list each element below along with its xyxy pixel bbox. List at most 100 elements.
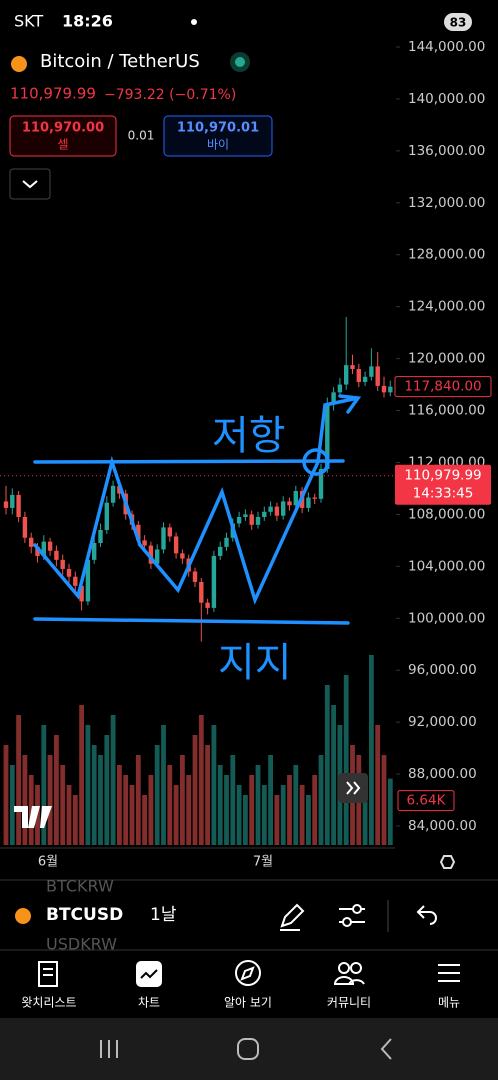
y-tick-label: 108,000.00 (408, 506, 485, 522)
candle-body (47, 541, 53, 551)
volume-bar (22, 755, 28, 845)
battery (444, 13, 472, 31)
nav-labels: 왓치리스트 차트 알아 보기 커뮤니티 메뉴 (21, 996, 460, 1010)
support-line (33, 617, 350, 625)
candle-body (344, 365, 349, 385)
volume-bar (198, 715, 204, 845)
breakout-circle (302, 448, 330, 476)
candle-body (98, 529, 103, 543)
y-tick-label: 132,000.00 (408, 195, 485, 211)
home-button[interactable] (237, 1038, 259, 1060)
next-symbol: USDKRW (46, 935, 117, 954)
volume-bar (123, 775, 129, 845)
candle-body (331, 392, 336, 405)
community-icon[interactable] (338, 962, 350, 974)
volume-bar (287, 775, 292, 845)
candle-body (54, 550, 59, 560)
btc-icon (15, 908, 31, 924)
collapse-button[interactable] (9, 168, 51, 200)
x-label: 7월 (253, 855, 273, 870)
carrier: SKT (14, 12, 43, 31)
back-button[interactable] (380, 1038, 392, 1060)
candle-body (274, 506, 280, 516)
volume-bar (167, 765, 173, 845)
toolbar-symbol[interactable]: BTCUSD (46, 905, 123, 925)
recent-apps[interactable] (100, 1040, 118, 1058)
sell-button[interactable] (9, 115, 117, 157)
volume-bar (110, 715, 116, 845)
volume-bar (381, 755, 387, 845)
candle-body (356, 368, 361, 382)
candle-body (142, 540, 147, 546)
volume-bar (205, 745, 210, 845)
volume-bar (85, 725, 91, 845)
draw-icon[interactable] (280, 903, 305, 931)
candle-body (337, 384, 343, 393)
volume-bar (312, 775, 318, 845)
volume-bar (217, 765, 223, 845)
candle-body (85, 559, 91, 602)
candle-body (381, 385, 387, 393)
menu-icon[interactable] (438, 964, 460, 982)
volume-bar (243, 795, 248, 845)
volume-bar (236, 785, 242, 845)
candle-body (167, 527, 172, 537)
candle-body (161, 527, 166, 550)
y-tick-label: 128,000.00 (408, 247, 485, 263)
buy-label: 바이 (207, 138, 229, 152)
symbol-title[interactable]: Bitcoin / TetherUS (40, 51, 200, 72)
system-nav (0, 1018, 498, 1080)
candle-body (41, 541, 46, 556)
community-icon (350, 962, 362, 974)
y-tick-label: 92,000.00 (408, 714, 477, 730)
volume-bar (154, 745, 160, 845)
volume-bar (98, 755, 103, 845)
candle-body (262, 511, 267, 517)
candle-body (224, 537, 229, 547)
community-body (333, 976, 365, 985)
volume-bar (180, 755, 185, 845)
zigzag (33, 394, 362, 605)
candle-body (29, 537, 34, 547)
candle-body (148, 545, 154, 564)
y-tick-label: 84,000.00 (408, 818, 477, 834)
candle-body (318, 468, 324, 499)
candle-body (287, 501, 292, 506)
candle-body (218, 546, 223, 556)
candle-body (73, 576, 78, 586)
spread: 0.01 (128, 129, 155, 143)
y-tick-label: 88,000.00 (408, 766, 477, 782)
btc-icon (11, 56, 27, 72)
volume-bar (268, 755, 273, 845)
candle-body (325, 404, 330, 469)
settings-icon[interactable] (439, 855, 456, 869)
nav-label: 왓치리스트 (21, 996, 76, 1010)
chart-icon[interactable] (136, 961, 162, 987)
interval[interactable]: 1날 (150, 905, 177, 925)
candle-body (16, 494, 21, 517)
volume-bar (142, 795, 147, 845)
candle-body (255, 516, 261, 525)
chart-icon-line (140, 969, 158, 979)
candle-body (306, 497, 311, 508)
watchlist-icon[interactable] (38, 961, 58, 987)
candle-body (35, 546, 40, 556)
undo-icon[interactable] (416, 905, 437, 925)
y-tick-label: 136,000.00 (408, 143, 485, 159)
candle-body (180, 553, 185, 559)
volume-bar (192, 735, 198, 845)
price-change: −793.22 (−0.71%) (104, 87, 236, 103)
candle-body (249, 514, 254, 525)
candle-body (362, 376, 368, 382)
buy-button[interactable] (163, 115, 273, 157)
x-label: 6월 (38, 855, 58, 870)
nav-label: 알아 보기 (224, 996, 272, 1010)
volume-bar (318, 755, 324, 845)
volume-bar (255, 765, 261, 845)
knob (352, 904, 362, 914)
volume-bar (299, 785, 305, 845)
y-tick-label: 120,000.00 (408, 351, 485, 367)
explore-icon[interactable] (235, 960, 261, 986)
